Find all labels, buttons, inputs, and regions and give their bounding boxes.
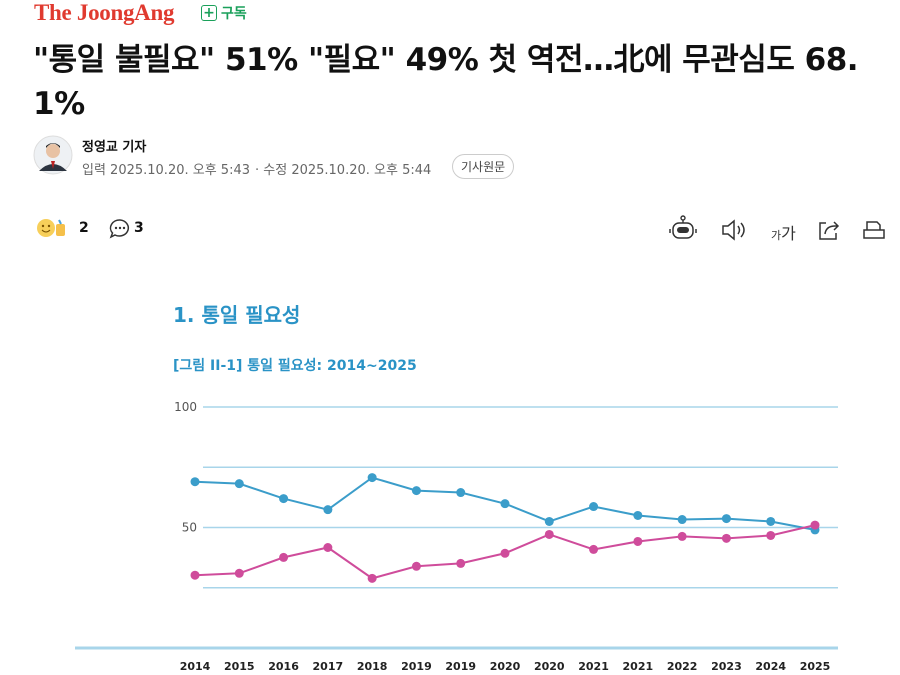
author-avatar bbox=[33, 135, 73, 175]
subscribe-label: 구독 bbox=[221, 6, 247, 22]
x-tick-label: 2015 bbox=[224, 660, 255, 673]
data-point bbox=[500, 548, 510, 558]
reaction-count: 2 bbox=[79, 220, 89, 236]
y-tick-label: 100 bbox=[174, 400, 197, 414]
chart-title: 1. 통일 필요성 bbox=[173, 303, 300, 327]
x-tick-label: 2024 bbox=[755, 660, 786, 673]
data-point bbox=[323, 505, 333, 515]
data-point bbox=[190, 570, 200, 580]
x-tick-label: 2022 bbox=[667, 660, 698, 673]
share-icon[interactable] bbox=[816, 217, 842, 243]
reaction-icon[interactable] bbox=[35, 216, 75, 240]
x-tick-label: 2017 bbox=[313, 660, 344, 673]
data-point bbox=[279, 494, 289, 504]
data-point bbox=[190, 477, 200, 487]
site-logo[interactable]: The JoongAng bbox=[34, 0, 175, 25]
data-point bbox=[544, 529, 554, 539]
data-point bbox=[234, 568, 244, 578]
data-point bbox=[367, 573, 377, 583]
x-tick-label: 2021 bbox=[578, 660, 609, 673]
x-tick-label: 2025 bbox=[800, 660, 831, 673]
chart-subtitle: [그림 II-1] 통일 필요성: 2014~2025 bbox=[173, 357, 417, 374]
ai-bot-icon[interactable] bbox=[668, 214, 698, 244]
author-name[interactable]: 정영교 기자 bbox=[82, 140, 147, 155]
x-tick-label: 2018 bbox=[357, 660, 388, 673]
audio-icon[interactable] bbox=[720, 217, 748, 243]
data-point bbox=[411, 486, 421, 496]
published-date: 입력 2025.10.20. 오후 5:43 bbox=[82, 163, 250, 178]
data-point bbox=[766, 530, 776, 540]
data-point bbox=[323, 543, 333, 553]
print-icon[interactable] bbox=[861, 218, 887, 244]
data-point bbox=[411, 561, 421, 571]
data-point bbox=[456, 558, 466, 568]
data-point bbox=[633, 536, 643, 546]
comment-count: 3 bbox=[134, 220, 144, 236]
data-point bbox=[500, 499, 510, 509]
data-point bbox=[766, 516, 776, 526]
subscribe-button[interactable]: + 구독 bbox=[201, 3, 247, 23]
data-point bbox=[456, 488, 466, 498]
data-point bbox=[677, 531, 687, 541]
x-tick-label: 2014 bbox=[180, 660, 211, 673]
comment-icon[interactable] bbox=[109, 218, 131, 240]
font-size-button[interactable]: 가가 bbox=[771, 220, 796, 244]
x-tick-label: 2019 bbox=[445, 660, 476, 673]
x-tick-label: 2020 bbox=[490, 660, 521, 673]
chart: 1. 통일 필요성 [그림 II-1] 통일 필요성: 2014~2025 50… bbox=[75, 303, 838, 673]
x-tick-label: 2016 bbox=[268, 660, 299, 673]
plus-icon: + bbox=[201, 5, 217, 21]
x-tick-label: 2019 bbox=[401, 660, 432, 673]
data-point bbox=[279, 552, 289, 562]
article-dates: 입력 2025.10.20. 오후 5:43 · 수정 2025.10.20. … bbox=[82, 159, 431, 178]
data-point bbox=[721, 533, 731, 543]
x-tick-label: 2020 bbox=[534, 660, 565, 673]
x-tick-label: 2021 bbox=[623, 660, 654, 673]
data-point bbox=[589, 544, 599, 554]
y-tick-label: 50 bbox=[182, 521, 197, 535]
article-title: "통일 불필요" 51% "필요" 49% 첫 역전…北에 무관심도 68.1% bbox=[33, 42, 859, 122]
x-tick-label: 2023 bbox=[711, 660, 742, 673]
data-point bbox=[633, 510, 643, 520]
font-small: 가 bbox=[771, 229, 782, 242]
modified-date: · 수정 2025.10.20. 오후 5:44 bbox=[255, 163, 432, 178]
data-point bbox=[367, 473, 377, 483]
data-point bbox=[234, 479, 244, 489]
data-point bbox=[589, 502, 599, 512]
font-large: 가 bbox=[781, 224, 796, 243]
data-point bbox=[677, 515, 687, 525]
data-point bbox=[544, 516, 554, 526]
source-button[interactable]: 기사원문 bbox=[452, 154, 515, 179]
data-point bbox=[721, 514, 731, 524]
data-point bbox=[810, 520, 820, 530]
